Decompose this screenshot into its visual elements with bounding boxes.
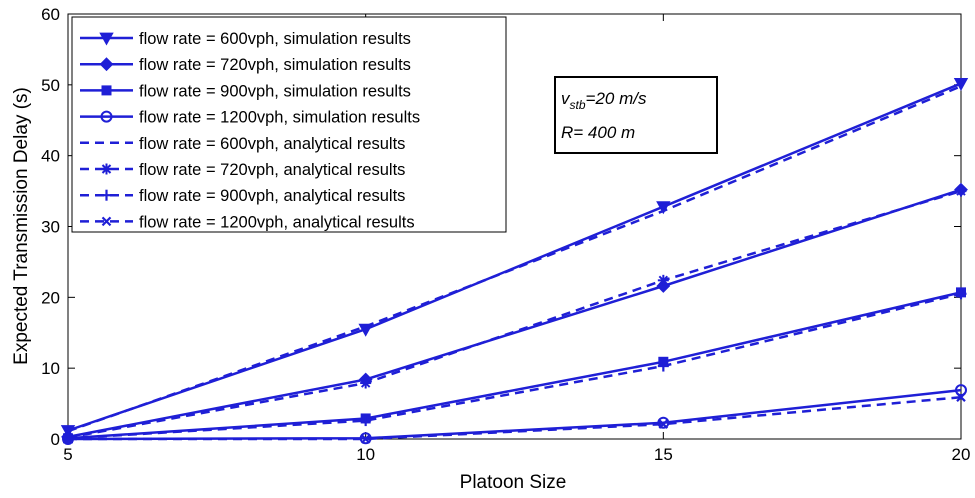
y-tick-label: 0	[51, 430, 60, 449]
legend-items: flow rate = 600vph, simulation results fl…	[80, 30, 420, 231]
series-line	[67, 189, 962, 439]
axis-ticks: 5 10 15 20 0 10 20 30 40 50 60	[41, 5, 970, 464]
annotation-v-subscript: stb	[570, 98, 586, 112]
data-point	[63, 434, 73, 444]
data-point	[360, 434, 371, 444]
legend: flow rate = 600vph, simulation results fl…	[71, 16, 507, 233]
data-point	[953, 78, 969, 91]
legend-entry: flow rate = 600vph, analytical results	[80, 135, 405, 153]
data-point	[955, 185, 967, 197]
y-tick-label: 50	[41, 76, 60, 95]
annotation-box	[554, 76, 718, 154]
series-line	[67, 388, 962, 441]
data-point	[956, 392, 966, 402]
legend-label: flow rate = 900vph, simulation results	[139, 82, 411, 100]
data-point	[360, 415, 372, 427]
legend-label: flow rate = 1200vph, analytical results	[139, 213, 415, 231]
legend-marker	[99, 57, 114, 72]
legend-marker	[100, 110, 113, 123]
legend-entry: flow rate = 720vph, simulation results	[80, 56, 411, 74]
data-point	[658, 419, 669, 429]
legend-label: flow rate = 900vph, analytical results	[139, 187, 405, 205]
legend-entry: flow rate = 900vph, simulation results	[80, 82, 411, 100]
y-tick-label: 60	[41, 5, 60, 24]
y-tick-label: 30	[41, 218, 60, 237]
data-point	[656, 201, 671, 215]
legend-marker	[101, 85, 112, 96]
legend-box	[71, 16, 507, 233]
data-point	[955, 288, 967, 300]
legend-entry: flow rate = 600vph, simulation results	[80, 30, 411, 48]
legend-label: flow rate = 600vph, simulation results	[139, 30, 411, 48]
y-tick-label: 10	[41, 359, 60, 378]
x-tick-label: 20	[952, 445, 971, 464]
series-6	[62, 185, 967, 444]
legend-entry: flow rate = 1200vph, simulation results	[80, 109, 420, 127]
series-8	[63, 392, 966, 444]
annotation-v-symbol: v	[561, 89, 571, 108]
parameter-annotation: vstb=20 m/s R= 400 m	[554, 76, 718, 154]
series-line	[67, 85, 962, 433]
legend-marker	[101, 189, 112, 201]
y-tick-label: 20	[41, 288, 60, 307]
annotation-v-value: =20 m/s	[586, 89, 647, 108]
legend-entry: flow rate = 1200vph, analytical results	[80, 213, 415, 231]
legend-marker	[99, 32, 114, 46]
y-axis-label: Expected Transmission Delay (s)	[11, 87, 32, 365]
legend-marker	[101, 163, 112, 175]
annotation-velocity: vstb=20 m/s	[561, 89, 647, 112]
series-line	[67, 292, 962, 440]
series-line	[67, 188, 962, 439]
data-point	[360, 377, 372, 389]
legend-label: flow rate = 600vph, analytical results	[139, 135, 405, 153]
legend-entry: flow rate = 900vph, analytical results	[80, 187, 405, 205]
legend-entry: flow rate = 720vph, analytical results	[80, 161, 405, 179]
data-point	[955, 384, 967, 397]
x-axis-label: Platoon Size	[460, 472, 567, 493]
legend-label: flow rate = 1200vph, simulation results	[139, 109, 420, 127]
y-tick-label: 40	[41, 147, 60, 166]
series-layer	[60, 78, 969, 445]
x-tick-label: 5	[63, 445, 72, 464]
series-5	[67, 85, 962, 433]
legend-label: flow rate = 720vph, simulation results	[139, 56, 411, 74]
x-tick-label: 10	[356, 445, 375, 464]
legend-marker	[101, 216, 112, 227]
series-line	[67, 291, 962, 440]
data-point	[657, 274, 669, 286]
data-point	[657, 360, 669, 372]
annotation-range: R= 400 m	[561, 123, 635, 142]
legend-label: flow rate = 720vph, analytical results	[139, 161, 405, 179]
x-tick-label: 15	[654, 445, 673, 464]
data-point	[358, 323, 373, 337]
